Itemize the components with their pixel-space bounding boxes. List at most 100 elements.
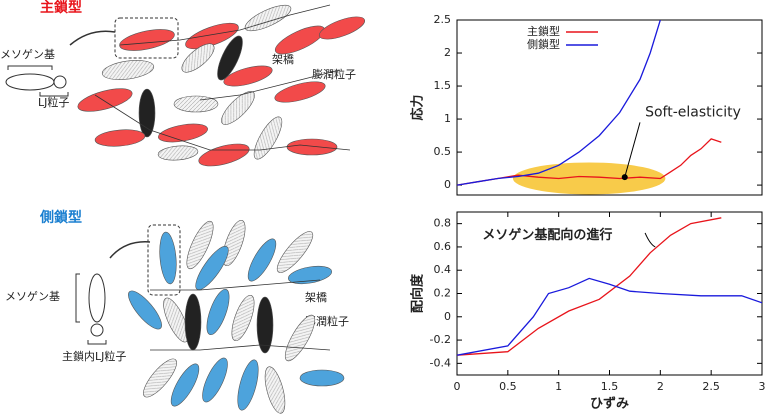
mesogen (223, 65, 273, 87)
side-title: 側鎖型 (39, 209, 82, 226)
y-axis-label: 配向度 (410, 273, 426, 313)
x-tick-label: 2.5 (702, 380, 720, 393)
y-tick-label: 0.5 (434, 145, 452, 158)
label: 膨潤粒子 (312, 67, 356, 81)
mesogen (119, 29, 175, 51)
arrow (69, 30, 116, 46)
arrow (644, 232, 656, 248)
dot (621, 174, 628, 181)
highlight (512, 162, 666, 195)
y-tick-label: 0 (444, 310, 451, 323)
mesogen (244, 4, 292, 32)
mesogen (170, 363, 200, 407)
x-tick-label: 1.5 (601, 380, 619, 393)
mesogen (173, 95, 219, 113)
icon (90, 323, 104, 337)
diagram: 主鎖型 メソゲン基 LJ粒子 架橋 膨潤粒子 側鎖型 メソゲン基 主鎖内LJ粒子… (0, 0, 366, 414)
mesogen (163, 297, 189, 343)
label: 架橋 (305, 290, 327, 304)
icon (88, 273, 106, 323)
mesogen (318, 16, 366, 40)
y-tick-label: 0.6 (434, 240, 452, 253)
mesogen (138, 88, 156, 138)
mesogen (181, 43, 215, 73)
mesogen (256, 296, 274, 354)
annotation: メソゲン基配向の進行 (482, 227, 612, 243)
mesogen (101, 60, 155, 80)
y-tick-label: 0 (444, 178, 451, 191)
chain (94, 4, 351, 351)
x-tick-label: 1 (555, 380, 562, 393)
label: 架橋 (272, 52, 294, 66)
y-tick-label: 1 (444, 112, 451, 125)
y-tick-label: 0.2 (434, 287, 452, 300)
label: 膨潤粒子 (305, 314, 349, 328)
icon (5, 73, 55, 91)
mesogen (186, 220, 214, 270)
x-axis-label: ひずみ (590, 396, 629, 412)
mesogen (185, 22, 239, 50)
mesogen (217, 35, 243, 81)
mesogen (143, 358, 177, 398)
x-tick-label: 3 (759, 380, 766, 393)
mesogen (287, 265, 333, 285)
mesogen (128, 290, 162, 330)
mesogen (221, 91, 255, 125)
arrow (109, 241, 151, 259)
y-tick-label: 0.8 (434, 217, 452, 230)
series-line (457, 217, 722, 356)
mesogen (159, 231, 177, 285)
y-axis-label: 応力 (410, 94, 426, 120)
mesogen (94, 129, 146, 147)
bracket (75, 273, 107, 345)
leader (624, 122, 641, 178)
mesogen (206, 288, 230, 336)
y-tick-label: -0.2 (430, 333, 451, 346)
mesogen (276, 231, 314, 273)
mesogen (222, 219, 246, 267)
x-tick-label: 2 (657, 380, 664, 393)
mesogen (253, 116, 283, 160)
mesogen (157, 145, 199, 161)
legend-label: 主鎖型 (527, 24, 560, 38)
mesogen (264, 366, 286, 414)
x-tick-label: 0 (454, 380, 461, 393)
mesogen (184, 293, 202, 351)
label: メソゲン基 (5, 290, 60, 303)
mesogen (237, 359, 259, 411)
series-line (457, 138, 722, 186)
x-tick-label: 0.5 (499, 380, 517, 393)
y-tick-label: -0.4 (430, 356, 451, 369)
mesogen (195, 245, 229, 291)
mesogen (299, 369, 345, 387)
y-tick-label: 0.4 (434, 263, 452, 276)
mesogen (274, 25, 326, 55)
bracket (7, 65, 69, 97)
mesogen (286, 138, 338, 156)
mesogen (284, 314, 316, 362)
mesogen (158, 123, 208, 143)
annotation: Soft-elasticity (645, 104, 741, 120)
y-tick-label: 2.5 (434, 13, 452, 26)
series-line (457, 20, 661, 186)
main-title: 主鎖型 (40, 0, 82, 16)
mesogen (231, 294, 255, 342)
mesogen (202, 357, 228, 403)
box (147, 224, 181, 296)
mesogen (198, 143, 250, 167)
label: メソゲン基 (0, 48, 55, 61)
mesogen (77, 88, 133, 112)
mesogen (274, 81, 326, 103)
y-tick-label: 2 (444, 46, 451, 59)
label: 主鎖内LJ粒子 (62, 349, 126, 363)
plot-frame (456, 19, 763, 196)
icon (53, 75, 67, 89)
series-line (457, 277, 762, 356)
mesogen (247, 238, 277, 282)
label: LJ粒子 (38, 95, 69, 109)
y-tick-label: 1.5 (434, 79, 452, 92)
legend-label: 側鎖型 (527, 37, 560, 51)
box (114, 17, 179, 59)
